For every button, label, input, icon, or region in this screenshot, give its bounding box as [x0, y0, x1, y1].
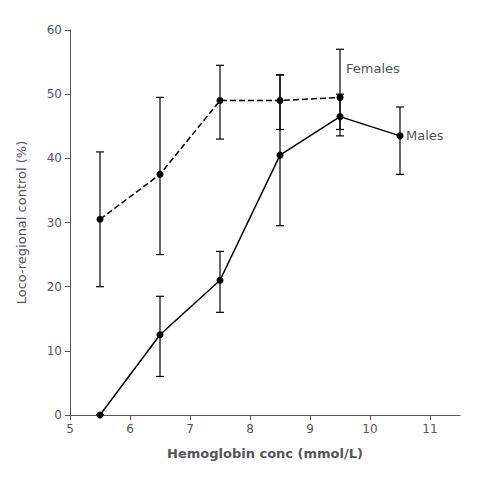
svg-text:60: 60	[47, 23, 62, 37]
svg-text:5: 5	[66, 422, 74, 436]
svg-text:Hemoglobin conc (mmol/L): Hemoglobin conc (mmol/L)	[167, 446, 363, 461]
svg-text:40: 40	[47, 151, 62, 165]
svg-text:0: 0	[54, 408, 62, 422]
svg-text:20: 20	[47, 280, 62, 294]
svg-text:Males: Males	[406, 128, 444, 143]
svg-text:11: 11	[422, 422, 437, 436]
svg-text:Loco-regional control (%): Loco-regional control (%)	[14, 141, 29, 305]
svg-text:50: 50	[47, 87, 62, 101]
svg-text:7: 7	[186, 422, 194, 436]
svg-text:30: 30	[47, 216, 62, 230]
svg-text:10: 10	[47, 344, 62, 358]
svg-text:Females: Females	[346, 61, 400, 76]
svg-text:9: 9	[306, 422, 314, 436]
svg-text:6: 6	[126, 422, 134, 436]
svg-text:8: 8	[246, 422, 254, 436]
svg-text:10: 10	[362, 422, 377, 436]
